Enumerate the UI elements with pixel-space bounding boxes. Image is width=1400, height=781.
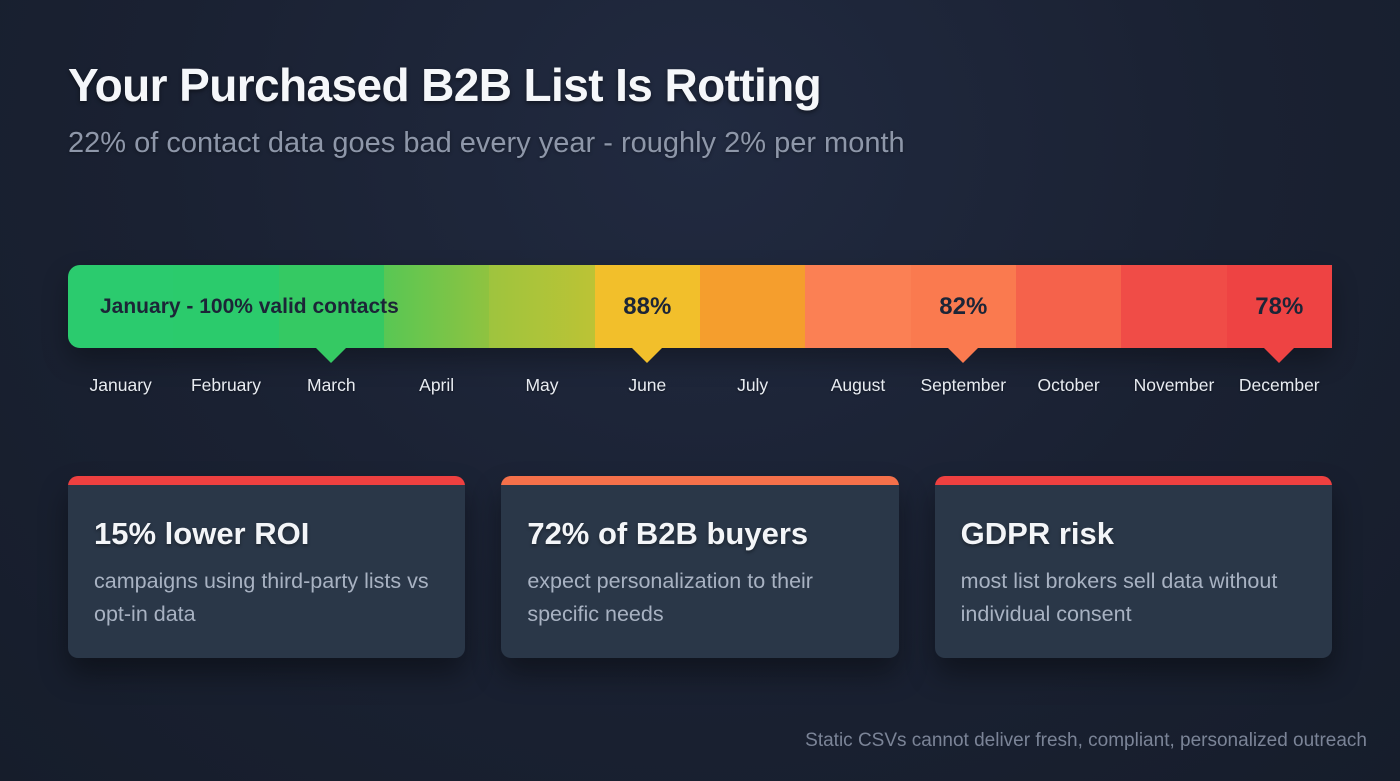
month-label-january: January: [89, 375, 152, 395]
month-segment-december: [1226, 265, 1332, 348]
marker-arrow-september-icon: [948, 348, 979, 363]
month-axis: January February March April May June Ju…: [68, 375, 1332, 396]
footer-note: Static CSVs cannot deliver fresh, compli…: [805, 730, 1367, 751]
stat-card-gdpr: GDPR risk most list brokers sell data wi…: [934, 476, 1332, 658]
marker-arrow-march-icon: [316, 348, 347, 363]
month-segment-august: [805, 265, 911, 348]
decay-gradient-bar: January - 100% valid contacts 88% 82% 78…: [68, 265, 1332, 363]
decay-timeline: January - 100% valid contacts 88% 82% 78…: [68, 265, 1332, 396]
month-label-february: February: [190, 375, 261, 395]
decay-marker-june: 88%: [623, 292, 672, 320]
month-label-november: November: [1133, 375, 1215, 395]
card-accent-bar: [68, 476, 466, 485]
header: Your Purchased B2B List Is Rotting 22% o…: [68, 58, 905, 160]
month-segment-april: [383, 265, 490, 348]
month-label-august: August: [830, 375, 886, 395]
month-segment-october: [1015, 265, 1122, 348]
bar-start-label: January - 100% valid contacts: [100, 294, 399, 318]
card-description: most list brokers sell data without indi…: [960, 569, 1278, 626]
month-segment-may: [489, 265, 595, 348]
card-title: 15% lower ROI: [94, 516, 310, 551]
month-label-october: October: [1037, 375, 1100, 395]
card-accent-bar: [934, 476, 1332, 485]
decay-marker-september: 82%: [939, 292, 988, 320]
card-description: campaigns using third-party lists vs opt…: [94, 569, 429, 626]
stat-card-roi: 15% lower ROI campaigns using third-part…: [68, 476, 466, 658]
month-label-march: March: [307, 375, 356, 395]
card-title: GDPR risk: [960, 516, 1114, 551]
card-accent-bar: [501, 476, 899, 485]
month-label-september: September: [920, 375, 1007, 395]
month-segment-july: [699, 265, 806, 348]
page-subtitle: 22% of contact data goes bad every year …: [68, 127, 905, 159]
stat-card-buyers: 72% of B2B buyers expect personalization…: [501, 476, 899, 658]
marker-arrow-december-icon: [1264, 348, 1295, 363]
card-title: 72% of B2B buyers: [527, 516, 809, 551]
month-segment-march: [278, 265, 384, 348]
month-segment-september: [910, 265, 1016, 348]
month-segment-november: [1121, 265, 1227, 348]
decay-marker-december: 78%: [1255, 292, 1304, 320]
marker-arrow-june-icon: [632, 348, 663, 363]
card-description: expect personalization to their specific…: [527, 569, 813, 626]
month-segment-january: [68, 265, 174, 348]
month-label-june: June: [628, 375, 667, 395]
month-label-april: April: [419, 375, 455, 395]
month-label-december: December: [1238, 375, 1320, 395]
month-segment-june: [594, 265, 700, 348]
month-label-may: May: [525, 375, 559, 395]
month-segment-february: [173, 265, 279, 348]
stat-cards-row: 15% lower ROI campaigns using third-part…: [68, 476, 1332, 658]
month-label-july: July: [737, 375, 769, 395]
page-title: Your Purchased B2B List Is Rotting: [68, 59, 822, 111]
